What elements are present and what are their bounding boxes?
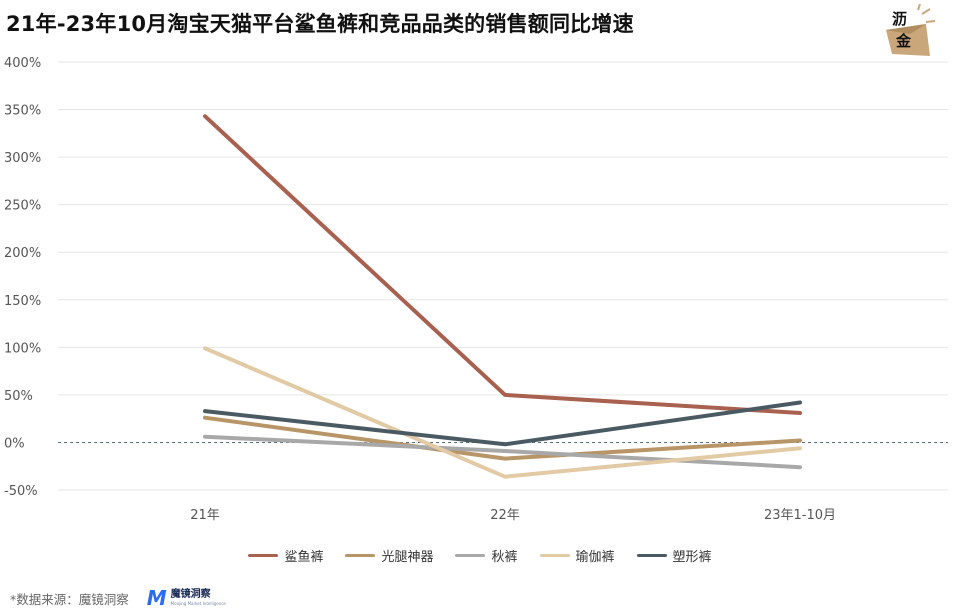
- x-tick-label: 21年: [190, 508, 220, 523]
- legend-item: 光腿神器: [345, 546, 433, 565]
- logo-char-1: 沥: [892, 10, 908, 28]
- y-tick-label: 200%: [4, 246, 41, 261]
- legend-item: 鲨鱼裤: [248, 546, 323, 565]
- legend-swatch: [455, 554, 486, 557]
- brand-mark: M: [146, 586, 167, 610]
- chart-title: 21年-23年10月淘宝天猫平台鲨鱼裤和竞品品类的销售额同比增速: [6, 12, 634, 36]
- legend-label: 秋裤: [491, 550, 518, 565]
- legend-item: 秋裤: [455, 546, 518, 565]
- series-line-瑜伽裤: [203, 346, 802, 479]
- y-tick-label: 50%: [4, 389, 33, 404]
- legend-label: 鲨鱼裤: [284, 550, 324, 565]
- series-line-光腿神器: [203, 415, 802, 461]
- legend-swatch: [345, 554, 376, 557]
- moojing-logo: M 魔镜洞察 Moojing Market Intelligence: [147, 588, 226, 608]
- y-tick-label: 0%: [4, 436, 25, 451]
- brand-logo: 沥 金: [880, 3, 940, 60]
- x-tick-label: 22年: [490, 508, 520, 523]
- y-tick-label: 100%: [4, 341, 41, 356]
- legend-item: 塑形裤: [636, 546, 712, 565]
- y-tick-label: -50%: [4, 484, 38, 499]
- y-tick-label: 150%: [4, 294, 41, 309]
- legend-label: 光腿神器: [381, 550, 434, 565]
- y-tick-label: 350%: [4, 104, 41, 119]
- series-line-塑形裤: [203, 400, 802, 447]
- logo-char-2: 金: [896, 32, 912, 50]
- series-line-秋裤: [203, 434, 802, 470]
- x-tick-label: 23年1-10月: [764, 508, 836, 523]
- y-tick-label: 300%: [4, 151, 41, 166]
- data-source-note: *数据来源：魔镜洞察: [10, 591, 129, 607]
- logo-graphic: [886, 3, 936, 56]
- legend-item: 瑜伽裤: [539, 546, 615, 565]
- legend-swatch: [636, 554, 667, 557]
- footer: *数据来源：魔镜洞察 M 魔镜洞察 Moojing Market Intelli…: [10, 588, 226, 608]
- y-tick-label: 400%: [4, 56, 41, 71]
- series-line-鲨鱼裤: [203, 114, 802, 415]
- chart-legend: 鲨鱼裤 光腿神器 秋裤 瑜伽裤 塑形裤: [0, 546, 960, 565]
- legend-label: 瑜伽裤: [575, 550, 615, 565]
- legend-label: 塑形裤: [672, 550, 712, 565]
- brand-subtitle: Moojing Market Intelligence: [170, 601, 226, 606]
- brand-name: 魔镜洞察: [170, 589, 211, 600]
- legend-swatch: [539, 554, 570, 557]
- line-chart: -50% 0% 50% 100% 150% 200% 250% 300% 350% 400% 21年…: [4, 56, 948, 523]
- legend-swatch: [248, 554, 279, 557]
- y-tick-label: 250%: [4, 199, 41, 214]
